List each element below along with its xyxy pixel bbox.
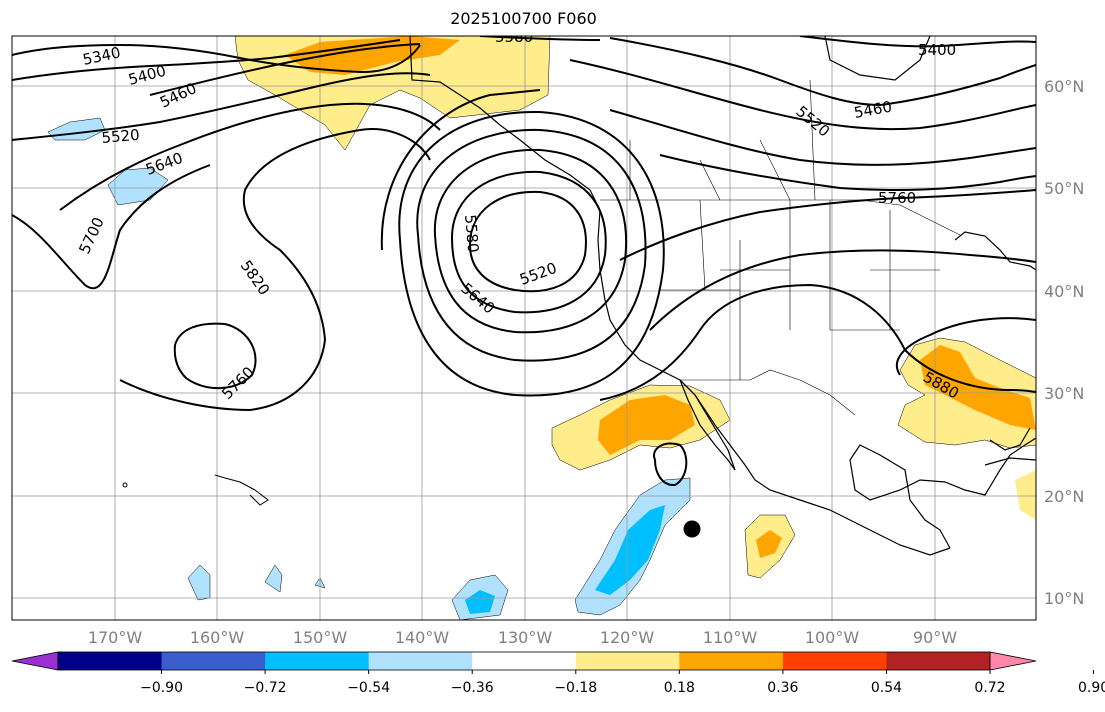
lon-label: 140°W: [395, 628, 450, 647]
contour-low-5760: [398, 110, 665, 397]
west-coast: [597, 209, 951, 556]
lon-label: 110°W: [703, 628, 758, 647]
lon-label: 150°W: [293, 628, 348, 647]
colorbar-tick-label: 0.72: [974, 680, 1005, 696]
contour-5820-outer: [380, 89, 541, 251]
anomaly-tropical-e-core: [595, 505, 665, 595]
hawaii: [214, 474, 269, 506]
contour-5520-west: [12, 72, 431, 141]
colorbar-tick-label: −0.90: [140, 680, 183, 696]
contour-label: 5580: [495, 28, 533, 46]
colorbar-cell: [472, 652, 577, 670]
contour-5640-east: [659, 154, 1036, 191]
colorbar-tick-label: 0.90: [1078, 680, 1105, 696]
colorbar-max-extend: [989, 651, 1037, 671]
colorbar-cell: [782, 652, 887, 670]
anomaly-tropical-w3: [264, 564, 283, 593]
colorbar-tick-label: 0.54: [871, 680, 902, 696]
contour-5460-west: [149, 43, 421, 96]
anomaly-baja-core: [598, 395, 695, 455]
great-lakes: [954, 231, 1036, 271]
contour-low-5640: [433, 148, 627, 334]
contour-5820-east: [649, 249, 1036, 331]
baja: [679, 379, 736, 471]
contour-5880-ridge: [599, 283, 1036, 401]
coastlines: [409, 36, 1036, 556]
colorbar-cell: [161, 652, 266, 670]
colorbar-cell: [679, 652, 784, 670]
colorbar-cell: [265, 652, 370, 670]
colorbar-tick-label: −0.72: [244, 680, 287, 696]
contour-5580-top: [479, 36, 601, 41]
lat-label: 20°N: [1044, 487, 1084, 506]
storm-marker-dot: [683, 520, 701, 538]
map-title: 2025100700 F060: [450, 9, 597, 28]
contour-5520-east: [569, 59, 1036, 131]
contour-5460-east: [609, 37, 1036, 107]
lat-label: 50°N: [1044, 179, 1084, 198]
colorbar-tick-label: −0.36: [451, 680, 494, 696]
lon-label: 160°W: [190, 628, 245, 647]
contour-5760-east: [619, 189, 1036, 261]
contour-5640-west: [59, 102, 441, 211]
contour-label: 5580: [461, 214, 482, 254]
lat-label: 60°N: [1044, 77, 1084, 96]
small-island: [122, 482, 128, 488]
map-background: [12, 36, 1036, 620]
map-frame: [11, 35, 1037, 621]
colorbar-cell: [575, 652, 680, 670]
contour-5880-gulf: [895, 317, 1036, 376]
contour-5880-mexico: [653, 442, 688, 487]
contour-5400-east: [799, 36, 1036, 48]
contour-low-5520: [468, 190, 587, 293]
anomaly-tropical-w1-core: [465, 590, 495, 614]
colorbar: −0.90 −0.72 −0.54 −0.36 −0.18 0.18 0.36 0.54 0.7…: [11, 651, 1105, 696]
lat-label: 10°N: [1044, 589, 1084, 608]
contour-label: 5760: [878, 189, 916, 207]
contour-5580-east: [609, 109, 1036, 166]
height-contours: [12, 36, 1036, 487]
islands: [122, 474, 269, 506]
anomaly-mexico-offshore-core: [756, 530, 782, 558]
anomaly-yucatan: [1015, 470, 1036, 520]
contour-5700: [12, 164, 211, 289]
colorbar-frame: [57, 651, 991, 671]
lon-label: 100°W: [805, 628, 860, 647]
colorbar-min-extend: [11, 651, 59, 671]
longitude-labels: 170°W 160°W 150°W 140°W 130°W 120°W 110°…: [88, 628, 957, 647]
us-mexico-border: [680, 369, 856, 416]
contour-label: 5520: [101, 126, 141, 147]
lat-label: 30°N: [1044, 384, 1084, 403]
lon-label: 130°W: [498, 628, 553, 647]
latitude-labels: 60°N 50°N 40°N 30°N 20°N 10°N: [1044, 77, 1084, 608]
contour-label: 5400: [918, 41, 956, 59]
lon-label: 90°W: [913, 628, 957, 647]
contour-low-5700: [416, 128, 647, 362]
lon-label: 170°W: [88, 628, 143, 647]
contour-5820: [119, 128, 431, 412]
florida: [989, 427, 1031, 451]
anomaly-alaska-gulf-core: [285, 36, 460, 75]
alaska-coast: [409, 36, 601, 211]
colorbar-cell: [58, 652, 163, 670]
cuba: [984, 457, 1036, 466]
contour-5400-west: [12, 39, 401, 81]
colorbar-cell: [886, 652, 991, 670]
lon-label: 120°W: [600, 628, 655, 647]
colorbar-tick-label: 0.36: [767, 680, 798, 696]
contour-5760-high: [173, 322, 257, 390]
colorbar-tick-label: −0.18: [554, 680, 597, 696]
colorbar-cell: [368, 652, 473, 670]
colorbar-tick-label: 0.18: [664, 680, 695, 696]
contour-low-5580: [450, 170, 607, 314]
lat-label: 40°N: [1044, 282, 1084, 301]
colorbar-tick-label: −0.54: [347, 680, 390, 696]
contour-5340: [12, 43, 421, 74]
anomaly-tropical-w2: [187, 564, 211, 601]
hudson-bay: [824, 36, 931, 81]
gulf-coast: [849, 437, 1036, 549]
